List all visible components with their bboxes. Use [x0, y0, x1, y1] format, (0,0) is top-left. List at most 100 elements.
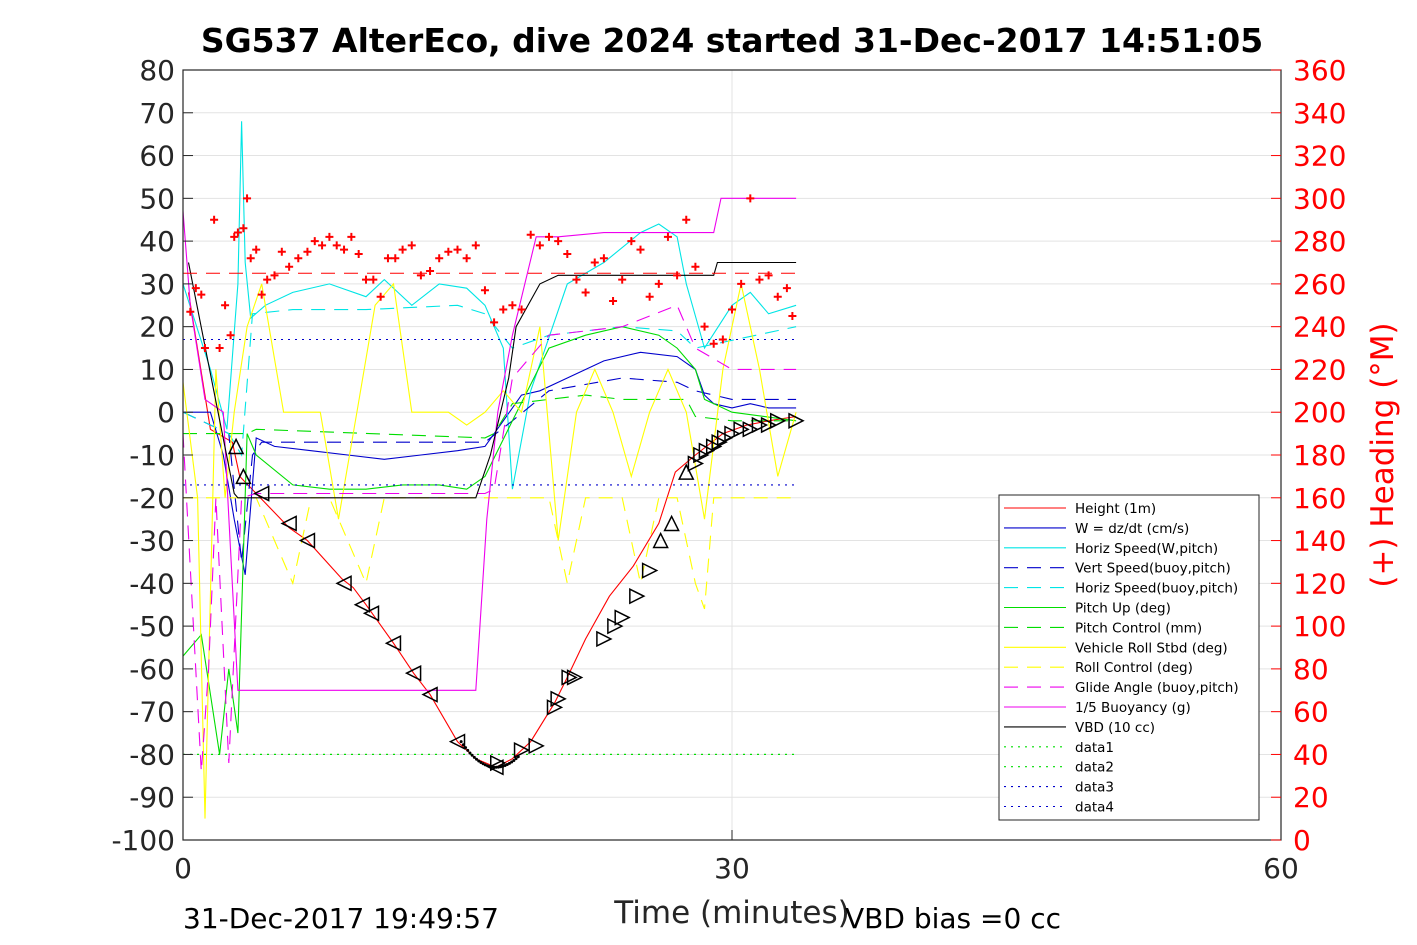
ascent-marker: [724, 425, 741, 442]
heading-point: [499, 305, 508, 314]
heading-point: [270, 271, 279, 280]
heading-point: [746, 194, 755, 203]
depth-sample-point: [494, 765, 498, 769]
heading-point: [186, 307, 195, 316]
heading-point: [764, 271, 773, 280]
y2-tick-label: 220: [1293, 353, 1346, 386]
depth-sample-point: [468, 751, 472, 755]
heading-point: [246, 254, 255, 263]
ascent-marker: [641, 562, 659, 579]
heading-point: [581, 288, 590, 297]
legend-label: Height (1m): [1075, 501, 1156, 517]
ascent-marker: [733, 421, 750, 438]
heading-point: [426, 267, 435, 276]
heading-point: [709, 339, 718, 348]
heading-point: [340, 245, 349, 254]
legend-label: W = dz/dt (cm/s): [1075, 521, 1189, 537]
heading-point: [362, 275, 370, 284]
heading-point: [453, 245, 462, 254]
legend-label: Vehicle Roll Stbd (deg): [1075, 640, 1228, 656]
series-horiz-speed-buoy-pitch: [183, 304, 797, 457]
heading-point: [517, 305, 526, 314]
y-tick-label: -30: [129, 525, 175, 558]
descent-marker: [280, 515, 297, 532]
marker-layer: [186, 194, 805, 776]
ascent-marker: [566, 669, 584, 686]
ascent-marker: [561, 669, 578, 686]
y-tick-label: 40: [139, 225, 175, 258]
ascent-marker: [663, 514, 680, 532]
heading-point: [663, 232, 672, 241]
heading-point: [673, 271, 682, 280]
heading-point: [554, 237, 563, 246]
y2-tick-label: 280: [1293, 225, 1346, 258]
y2-tick-label: 0: [1293, 824, 1311, 857]
heading-point: [773, 292, 782, 301]
depth-sample-point: [479, 760, 483, 764]
y-tick-label: 60: [139, 140, 175, 173]
y-axis-right: 3603403203002802602402202001801601401201…: [1271, 54, 1346, 857]
footer-timestamp: 31-Dec-2017 19:49:57: [183, 902, 499, 935]
y-tick-label: 20: [139, 311, 175, 344]
heading-point: [347, 232, 356, 241]
heading-point: [599, 254, 608, 263]
heading-point: [435, 254, 444, 263]
ascent-marker: [550, 690, 567, 708]
depth-sample-point: [496, 765, 500, 769]
series-pitch-up-deg: [183, 326, 797, 755]
descent-marker: [384, 635, 402, 652]
heading-point: [471, 241, 480, 250]
heading-point: [444, 247, 453, 256]
y2-tick-label: 300: [1293, 182, 1346, 215]
legend-label: Pitch Up (deg): [1075, 601, 1171, 617]
heading-point: [462, 254, 471, 263]
series-horiz-speed-w-pitch: [183, 121, 797, 490]
y2-tick-label: 200: [1293, 396, 1346, 429]
heading-point: [239, 224, 248, 233]
series-glide-angle-buoy-pitch: [183, 304, 797, 772]
heading-point: [645, 292, 654, 301]
heading-point: [226, 331, 235, 340]
depth-sample-point: [490, 765, 494, 769]
y-tick-label: -40: [129, 567, 175, 600]
x-axis: 0 30 60: [174, 830, 1299, 885]
heading-point: [700, 322, 709, 331]
y2-tick-label: 20: [1293, 781, 1329, 814]
heading-point: [526, 230, 535, 239]
heading-point: [691, 262, 700, 271]
legend-label: Pitch Control (mm): [1075, 620, 1202, 636]
legend-label: VBD (10 cc): [1075, 720, 1155, 736]
y-tick-label: -20: [129, 482, 175, 515]
heading-point: [391, 254, 400, 263]
heading-point: [563, 249, 572, 258]
y-tick-label: -100: [111, 824, 175, 857]
heading-point: [243, 194, 252, 203]
heading-point: [325, 232, 334, 241]
legend-label: data3: [1075, 780, 1114, 796]
descent-marker: [253, 485, 270, 502]
heading-point: [535, 241, 544, 250]
x-axis-label: Time (minutes): [613, 895, 849, 931]
ascent-marker: [693, 446, 710, 464]
ascent-marker: [652, 531, 669, 549]
heading-point: [508, 301, 517, 310]
depth-sample-point: [475, 757, 479, 761]
descent-marker: [298, 532, 316, 549]
descent-marker: [421, 686, 438, 703]
depth-sample-point: [464, 746, 468, 750]
heading-point: [407, 241, 416, 250]
heading-point: [197, 290, 206, 299]
ascent-marker: [596, 630, 613, 648]
descent-marker: [227, 437, 245, 455]
heading-point: [354, 249, 363, 258]
series-1-5-buoyancy-g: [183, 197, 797, 691]
ascent-marker: [528, 737, 545, 755]
y2-axis-label: (+) Heading (°M): [1365, 322, 1401, 587]
y2-tick-label: 240: [1293, 311, 1346, 344]
heading-point: [230, 232, 239, 241]
ascent-marker: [711, 433, 728, 451]
heading-point: [682, 215, 691, 224]
y2-tick-label: 60: [1293, 696, 1329, 729]
ascent-marker: [751, 416, 769, 434]
